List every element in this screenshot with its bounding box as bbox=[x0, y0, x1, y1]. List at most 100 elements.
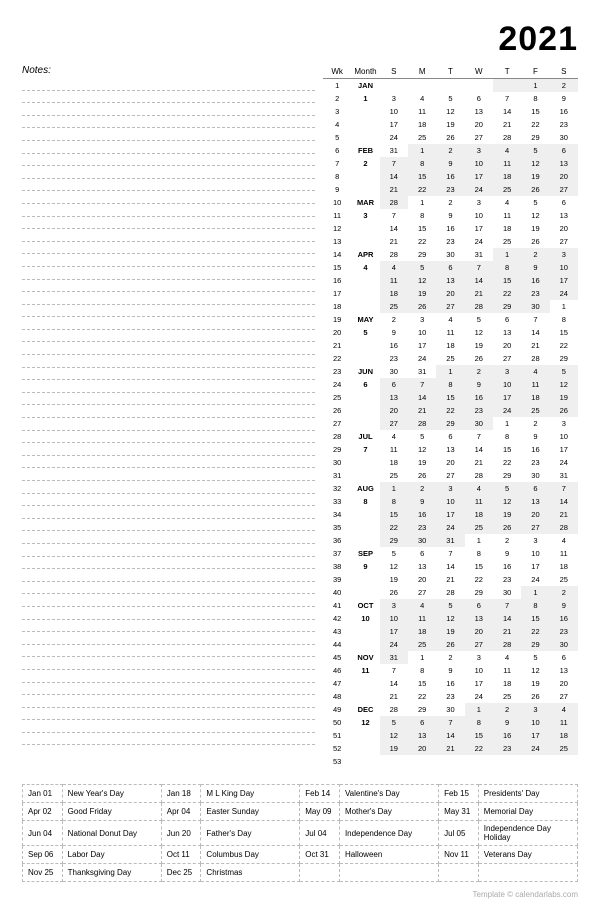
cal-day: 28 bbox=[521, 352, 549, 365]
cal-day: 22 bbox=[521, 625, 549, 638]
week-num: 44 bbox=[323, 638, 351, 651]
cal-day: 2 bbox=[436, 651, 464, 664]
month-label: 1 bbox=[351, 92, 379, 105]
cal-day: 19 bbox=[408, 456, 436, 469]
holiday-date: Jun 04 bbox=[23, 821, 63, 846]
cal-day: 10 bbox=[493, 378, 521, 391]
week-num: 45 bbox=[323, 651, 351, 664]
cal-day: 12 bbox=[521, 664, 549, 677]
note-line bbox=[22, 103, 315, 116]
cal-day: 8 bbox=[436, 378, 464, 391]
cal-day: 26 bbox=[465, 352, 493, 365]
cal-day: 18 bbox=[408, 118, 436, 131]
cal-day: 13 bbox=[465, 612, 493, 625]
cal-day: 19 bbox=[436, 118, 464, 131]
cal-day: 6 bbox=[408, 547, 436, 560]
note-line bbox=[22, 280, 315, 293]
month-label: FEB bbox=[351, 144, 379, 157]
cal-day: 29 bbox=[408, 248, 436, 261]
cal-day: 27 bbox=[493, 352, 521, 365]
cal-day: 21 bbox=[380, 183, 408, 196]
note-line bbox=[22, 468, 315, 481]
holiday-name: Memorial Day bbox=[478, 803, 577, 821]
cal-day: 27 bbox=[521, 521, 549, 534]
week-num: 20 bbox=[323, 326, 351, 339]
cal-day bbox=[493, 79, 521, 93]
cal-day: 3 bbox=[465, 196, 493, 209]
cal-day: 9 bbox=[550, 599, 578, 612]
holidays-section: Jan 01New Year's DayJan 18M L King DayFe… bbox=[22, 784, 578, 882]
cal-day: 27 bbox=[550, 690, 578, 703]
cal-day: 20 bbox=[550, 222, 578, 235]
cal-day: 7 bbox=[408, 378, 436, 391]
cal-day: 24 bbox=[550, 456, 578, 469]
cal-day: 5 bbox=[465, 313, 493, 326]
cal-day: 2 bbox=[550, 586, 578, 599]
cal-day: 18 bbox=[493, 170, 521, 183]
month-label bbox=[351, 534, 379, 547]
holiday-name: Mother's Day bbox=[339, 803, 438, 821]
cal-day: 22 bbox=[408, 183, 436, 196]
note-line bbox=[22, 242, 315, 255]
holiday-date: Jun 20 bbox=[161, 821, 201, 846]
cal-day: 22 bbox=[493, 456, 521, 469]
month-label: MAR bbox=[351, 196, 379, 209]
cal-day: 29 bbox=[521, 131, 549, 144]
cal-day: 30 bbox=[465, 417, 493, 430]
note-line bbox=[22, 494, 315, 507]
cal-day: 18 bbox=[436, 339, 464, 352]
cal-day: 2 bbox=[436, 144, 464, 157]
note-line bbox=[22, 342, 315, 355]
cal-day: 11 bbox=[380, 274, 408, 287]
cal-day: 21 bbox=[380, 690, 408, 703]
cal-day bbox=[550, 755, 578, 768]
month-label: APR bbox=[351, 248, 379, 261]
cal-day: 19 bbox=[380, 573, 408, 586]
cal-day: 13 bbox=[436, 443, 464, 456]
holiday-date: May 09 bbox=[300, 803, 340, 821]
cal-day: 20 bbox=[408, 573, 436, 586]
note-line bbox=[22, 191, 315, 204]
cal-day: 14 bbox=[493, 105, 521, 118]
cal-day: 5 bbox=[550, 365, 578, 378]
cal-day: 1 bbox=[408, 651, 436, 664]
cal-day: 12 bbox=[408, 443, 436, 456]
holiday-date: Jul 04 bbox=[300, 821, 340, 846]
cal-day: 17 bbox=[408, 339, 436, 352]
cal-day: 26 bbox=[521, 690, 549, 703]
cal-day: 21 bbox=[521, 339, 549, 352]
cal-day: 24 bbox=[436, 521, 464, 534]
month-label bbox=[351, 118, 379, 131]
note-line bbox=[22, 405, 315, 418]
cal-day: 10 bbox=[465, 664, 493, 677]
cal-day: 24 bbox=[380, 638, 408, 651]
holiday-date: May 31 bbox=[439, 803, 479, 821]
week-num: 4 bbox=[323, 118, 351, 131]
cal-day: 1 bbox=[521, 79, 549, 93]
cal-day: 22 bbox=[493, 287, 521, 300]
holiday-name: Valentine's Day bbox=[339, 785, 438, 803]
cal-day: 24 bbox=[465, 235, 493, 248]
cal-day bbox=[436, 79, 464, 93]
footer-text: Template © calendarlabs.com bbox=[22, 890, 578, 899]
cal-day: 16 bbox=[493, 729, 521, 742]
note-line bbox=[22, 582, 315, 595]
cal-day: 14 bbox=[550, 495, 578, 508]
month-label bbox=[351, 339, 379, 352]
note-line bbox=[22, 217, 315, 230]
note-line bbox=[22, 506, 315, 519]
cal-day: 28 bbox=[465, 469, 493, 482]
cal-day: 4 bbox=[408, 92, 436, 105]
week-num: 32 bbox=[323, 482, 351, 495]
cal-day: 3 bbox=[521, 703, 549, 716]
cal-day: 7 bbox=[380, 157, 408, 170]
holiday-name: Independence Day bbox=[339, 821, 438, 846]
cal-day: 23 bbox=[550, 118, 578, 131]
cal-day: 10 bbox=[521, 716, 549, 729]
note-line bbox=[22, 720, 315, 733]
cal-day: 1 bbox=[550, 300, 578, 313]
cal-day: 3 bbox=[436, 482, 464, 495]
cal-day: 4 bbox=[493, 651, 521, 664]
cal-day: 29 bbox=[380, 534, 408, 547]
note-line bbox=[22, 317, 315, 330]
